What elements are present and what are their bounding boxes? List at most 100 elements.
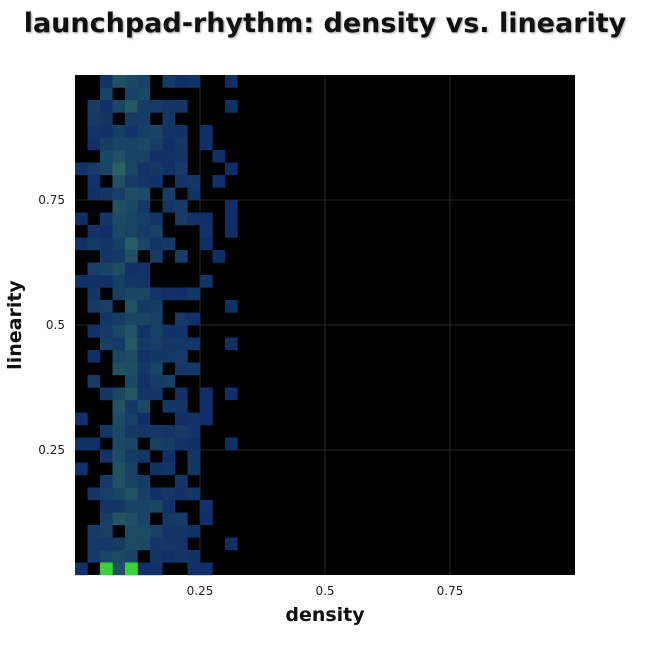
heatmap-cell	[137, 512, 151, 526]
heatmap-cell	[100, 550, 113, 563]
heatmap-cell	[125, 312, 138, 326]
heatmap-cell	[150, 550, 163, 563]
heatmap-cell	[100, 112, 113, 126]
x-tick-label: 0.75	[437, 584, 464, 598]
heatmap-cell	[100, 450, 113, 463]
heatmap-cell	[100, 500, 113, 513]
heatmap-cell	[150, 375, 163, 388]
heatmap-cell	[112, 450, 126, 463]
heatmap-cell	[100, 262, 113, 276]
heatmap-cell	[125, 112, 138, 126]
heatmap-cell	[75, 462, 88, 476]
heatmap-cell	[162, 162, 176, 176]
heatmap-cell	[137, 212, 151, 226]
heatmap-cell	[87, 537, 101, 551]
heatmap-cell	[150, 237, 163, 251]
heatmap-cell	[137, 150, 151, 163]
heatmap-cell	[137, 287, 151, 301]
heatmap-cell	[125, 325, 138, 338]
heatmap-cell	[100, 275, 113, 288]
heatmap-cell	[162, 512, 176, 526]
heatmap-cell	[187, 212, 201, 226]
heatmap-cell	[162, 287, 176, 301]
heatmap-cell	[175, 125, 188, 138]
heatmap-cell	[187, 362, 201, 376]
heatmap-cell	[125, 425, 138, 438]
heatmap-cell	[162, 550, 176, 563]
heatmap-cell	[187, 437, 201, 451]
heatmap-cell	[112, 537, 126, 551]
x-tick-labels: 0.25 0.5 0.75	[187, 584, 464, 598]
heatmap-cell	[125, 275, 138, 288]
heatmap-cell	[175, 400, 188, 413]
heatmap-cell	[162, 425, 176, 438]
heatmap-cell	[175, 475, 188, 488]
heatmap-cell	[175, 387, 188, 401]
heatmap-cell	[162, 462, 176, 476]
heatmap-cell	[112, 275, 126, 288]
heatmap-cell	[162, 75, 176, 88]
x-axis-label: density	[285, 604, 365, 626]
heatmap-cell	[162, 450, 176, 463]
heatmap-cell	[187, 550, 201, 563]
heatmap-cell	[112, 412, 126, 426]
heatmap-cell	[225, 337, 238, 351]
heatmap-cell	[137, 237, 151, 251]
heatmap-cell	[137, 350, 151, 363]
heatmap-cell	[87, 300, 101, 313]
heatmap-cell	[212, 250, 226, 263]
heatmap-cell	[175, 537, 188, 551]
heatmap-cell	[112, 512, 126, 526]
heatmap-cell	[125, 262, 138, 276]
heatmap-cell	[187, 75, 201, 88]
heatmap-cell	[125, 375, 138, 388]
heatmap-cell	[137, 525, 151, 538]
heatmap-cell	[100, 387, 113, 401]
heatmap-cell	[87, 350, 101, 363]
heatmap-cell	[187, 562, 201, 576]
heatmap-cell	[187, 337, 201, 351]
heatmap-cell	[112, 175, 126, 188]
heatmap-cell	[137, 425, 151, 438]
heatmap-cell	[100, 125, 113, 138]
heatmap-cell	[175, 350, 188, 363]
heatmap-cell	[137, 125, 151, 138]
heatmap-cell	[150, 437, 163, 451]
heatmap-cell	[175, 362, 188, 376]
heatmap-cell	[137, 450, 151, 463]
heatmap-cell	[112, 187, 126, 201]
heatmap-cell	[175, 250, 188, 263]
heatmap-cell	[100, 212, 113, 226]
y-tick-label: 0.75	[38, 193, 65, 207]
heatmap-cell	[100, 425, 113, 438]
heatmap-cell	[175, 137, 188, 151]
heatmap-cell	[75, 437, 88, 451]
heatmap-cell	[162, 487, 176, 501]
heatmap-cell	[162, 525, 176, 538]
heatmap-cell	[200, 500, 213, 513]
heatmap-cell	[125, 212, 138, 226]
heatmap-cell	[200, 275, 213, 288]
heatmap-cell	[150, 300, 163, 313]
heatmap-cell	[112, 150, 126, 163]
heatmap-cell	[112, 337, 126, 351]
heatmap-cell	[162, 500, 176, 513]
heatmap-cell	[112, 400, 126, 413]
heatmap-cell	[137, 87, 151, 101]
heatmap-cell	[100, 512, 113, 526]
heatmap-cell	[187, 525, 201, 538]
heatmap-cell	[100, 237, 113, 251]
heatmap-cell	[187, 450, 201, 463]
heatmap-cell	[150, 150, 163, 163]
heatmap-cell	[100, 87, 113, 101]
heatmap-cell	[175, 212, 188, 226]
heatmap-cell	[112, 487, 126, 501]
heatmap-cell	[212, 150, 226, 163]
heatmap-cell	[125, 550, 138, 563]
heatmap-cell	[200, 225, 213, 238]
heatmap-cell	[137, 225, 151, 238]
heatmap-cell	[187, 425, 201, 438]
heatmap-cell	[125, 437, 138, 451]
heatmap-cell	[162, 350, 176, 363]
y-tick-label: 0.25	[38, 443, 65, 457]
